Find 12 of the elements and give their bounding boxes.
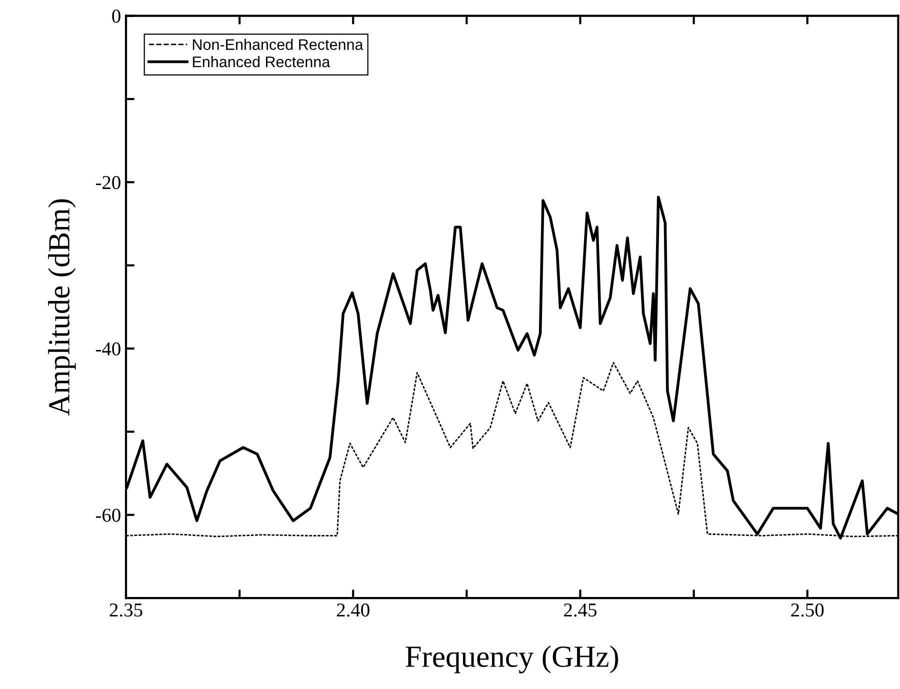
y-tick-label: 0 bbox=[112, 10, 120, 23]
x-tick-label: 2.35 bbox=[110, 604, 142, 617]
legend-label: Non-Enhanced Rectenna bbox=[192, 38, 364, 50]
y-tick-label: -40 bbox=[96, 342, 120, 356]
y-axis-title: Amplitude (dBm) bbox=[48, 199, 76, 416]
x-tick-label: 2.40 bbox=[336, 603, 370, 617]
legend-label: Enhanced Rectenna bbox=[192, 56, 330, 68]
x-axis-title: Frequency (GHz) bbox=[406, 646, 618, 674]
x-tick-label: 2.45 bbox=[564, 604, 596, 617]
y-tick-label: -20 bbox=[96, 176, 120, 190]
x-tick-label: 2.50 bbox=[791, 603, 824, 617]
y-tick-label: -60 bbox=[96, 508, 120, 522]
